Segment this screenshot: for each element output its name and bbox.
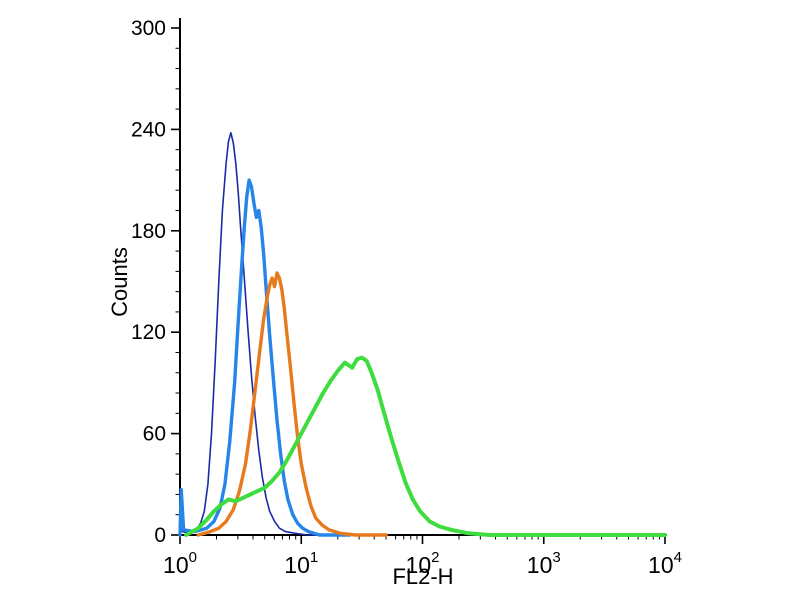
series-green-curve <box>184 355 667 537</box>
y-tick-label: 240 <box>131 118 166 141</box>
x-tick-label: 101 <box>284 549 318 578</box>
tick-labels-layer: 0 60 120 180 240 300 100 101 102 103 104 <box>131 17 682 578</box>
x-tick-label: 102 <box>406 549 440 578</box>
y-tick-label: 0 <box>154 524 166 547</box>
y-tick-label: 180 <box>131 220 166 243</box>
series-navy-curve <box>179 132 339 536</box>
y-tick-label: 120 <box>131 321 166 344</box>
series-orange-curve <box>196 271 388 537</box>
x-tick-label: 100 <box>163 549 197 578</box>
y-axis-title: Counts <box>107 247 132 317</box>
series-layer <box>178 132 667 537</box>
y-tick-label: 300 <box>131 17 166 40</box>
x-axis-title: FL2-H <box>392 564 453 589</box>
y-tick-label: 60 <box>143 423 166 446</box>
x-tick-label: 103 <box>527 549 561 578</box>
series-light-blue-curve <box>178 178 352 537</box>
x-tick-label: 104 <box>648 549 682 578</box>
